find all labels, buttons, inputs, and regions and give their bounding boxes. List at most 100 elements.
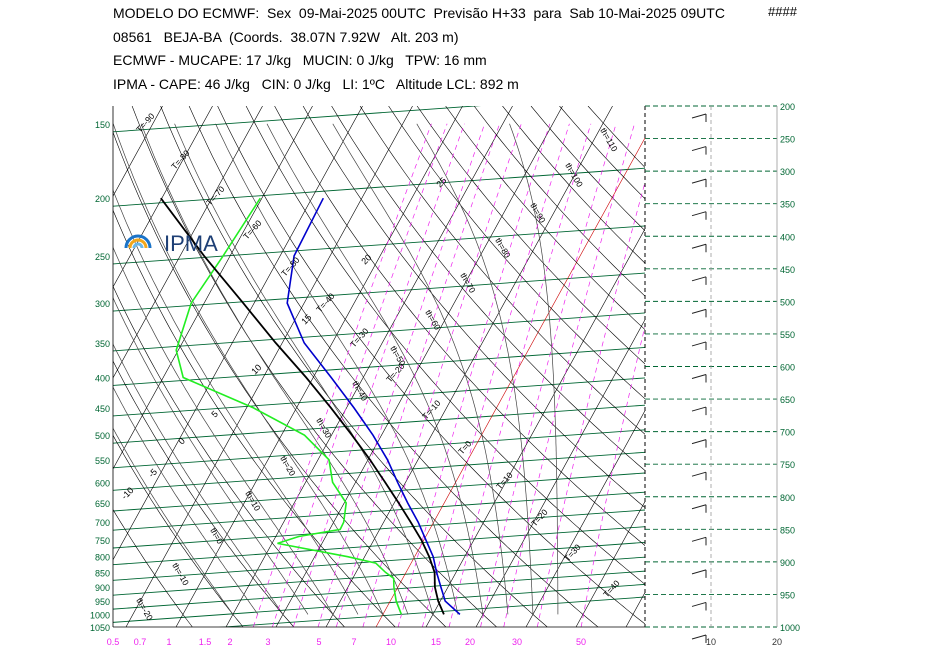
pressure-tick-label: 550 [95, 456, 110, 466]
mixing-ratio-line [422, 123, 570, 627]
mixing-ratio-tick-label: 20 [465, 637, 475, 647]
pressure-tick-label: 950 [95, 597, 110, 607]
pressure-tick-label: 700 [95, 518, 110, 528]
isotherm-line [475, 319, 645, 627]
wind-barb [691, 536, 707, 542]
wind-barb [691, 113, 707, 119]
wind-barb [691, 211, 707, 217]
isobar-line [113, 541, 645, 581]
isotherm-label: T=40 [601, 578, 622, 599]
mixing-ratio-line [271, 123, 448, 627]
mixing-ratio-tick-label: 15 [431, 637, 441, 647]
dry-adiabat [445, 106, 645, 331]
pressure-tick-label: 300 [95, 299, 110, 309]
moist-adiabat-label: 0 [176, 436, 187, 447]
wind-barb [691, 471, 707, 477]
pressure-tick-label: 650 [95, 499, 110, 509]
right-pressure-tick-label: 750 [780, 460, 795, 470]
mixing-ratio-tick-label: 3 [265, 637, 270, 647]
right-pressure-tick-label: 600 [780, 363, 795, 373]
moist-adiabat-label: 15 [299, 312, 313, 326]
isobar-line [113, 491, 645, 531]
mixing-ratio-line [252, 123, 432, 627]
wind-barb [691, 504, 707, 510]
moist-adiabat [113, 343, 284, 615]
wind-speed-tick-label: 20 [772, 637, 782, 647]
right-pressure-tick-label: 900 [780, 558, 795, 568]
pressure-axis-right: 200 250 300 350 400 450 500 550 600 650 700 750 800 8… [645, 102, 800, 633]
pressure-tick-label: 750 [95, 536, 110, 546]
dry-adiabat [587, 106, 645, 168]
isotherm-line [113, 106, 313, 470]
title-line: MODELO DO ECMWF: Sex 09-Mai-2025 00UTC P… [113, 5, 725, 21]
moist-adiabat [140, 123, 409, 615]
moist-adiabat [113, 189, 359, 615]
theta-label: th=110 [598, 126, 620, 153]
isobar-line [113, 556, 645, 596]
mixing-ratio-tick-label: 7 [351, 637, 356, 647]
wind-barb [691, 406, 707, 412]
pressure-axis-left: 150 200 250 300 350 400 450 500 550 600 650 700 750 8… [90, 120, 110, 633]
mixing-ratio-line [480, 123, 617, 627]
mixing-ratio-tick-label: 10 [386, 637, 396, 647]
right-pressure-tick-label: 950 [780, 590, 795, 600]
isotherm-line [525, 410, 645, 627]
right-pressure-tick-label: 850 [780, 525, 795, 535]
isobar-line [113, 167, 645, 207]
right-pressure-tick-label: 800 [780, 493, 795, 503]
profiles [160, 197, 461, 615]
pressure-tick-label: 200 [95, 194, 110, 204]
isotherm-label: T=0 [456, 438, 474, 456]
pressure-tick-label: 900 [95, 583, 110, 593]
isobar-line [113, 429, 645, 469]
dry-adiabat [113, 209, 396, 627]
dry-adiabat [113, 360, 295, 627]
wind-profile-panel [691, 113, 707, 643]
dry-adiabat [359, 106, 645, 435]
mixing-ratio-tick-label: 0.5 [107, 637, 120, 647]
isobar-line [113, 225, 645, 265]
moist-adiabat [416, 123, 534, 615]
ecmwf-indices-line: ECMWF - MUCAPE: 17 J/kg MUCIN: 0 J/kg TP… [113, 52, 487, 68]
isotherm-line [113, 106, 213, 288]
mixing-ratio-tick-label: 2 [227, 637, 232, 647]
moist-adiabat [509, 123, 559, 615]
pressure-tick-label: 850 [95, 568, 110, 578]
theta-label: th=-20 [134, 596, 155, 622]
moist-adiabat [113, 297, 309, 615]
dry-adiabat [302, 106, 645, 508]
isotherm-line [375, 137, 645, 627]
isobar-line [113, 272, 645, 312]
dry-adiabat [188, 106, 599, 627]
ipma-indices-line: IPMA - CAPE: 46 J/kg CIN: 0 J/kg LI: 1ºC… [113, 75, 519, 92]
moist-adiabat [113, 427, 234, 615]
isotherm-line [225, 106, 513, 627]
isobar-line [113, 404, 645, 444]
right-pressure-tick-label: 400 [780, 232, 795, 242]
moist-adiabat-label: -5 [146, 467, 159, 480]
dry-adiabat [113, 509, 193, 627]
pressure-tick-label: 450 [95, 404, 110, 414]
mixing-ratio-line [503, 123, 635, 627]
pressure-tick-label: 400 [95, 373, 110, 383]
theta-label: th=20 [278, 454, 298, 478]
moist-adiabat [113, 246, 334, 615]
station-line: 08561 BEJA-BA (Coords. 38.07N 7.92W Alt.… [113, 28, 459, 45]
isobar-line [113, 583, 645, 623]
mixing-ratio-tick-label: 5 [316, 637, 321, 647]
isotherm-line [0, 106, 13, 627]
dry-adiabat [245, 106, 645, 585]
dry-adiabat [473, 106, 645, 297]
pressure-tick-label: 1050 [90, 623, 110, 633]
dry-adiabat [217, 106, 645, 625]
right-pressure-tick-label: 250 [780, 135, 795, 145]
pressure-tick-label: 150 [95, 120, 110, 130]
moist-adiabat [113, 123, 384, 615]
mixing-ratio-tick-label: 30 [512, 637, 522, 647]
right-pressure-tick-label: 550 [780, 330, 795, 340]
right-pressure-tick-label: 500 [780, 297, 795, 307]
pressure-tick-label: 1000 [90, 610, 110, 620]
isotherm-label: T=-10 [420, 398, 443, 422]
parcel-profile [160, 197, 445, 615]
